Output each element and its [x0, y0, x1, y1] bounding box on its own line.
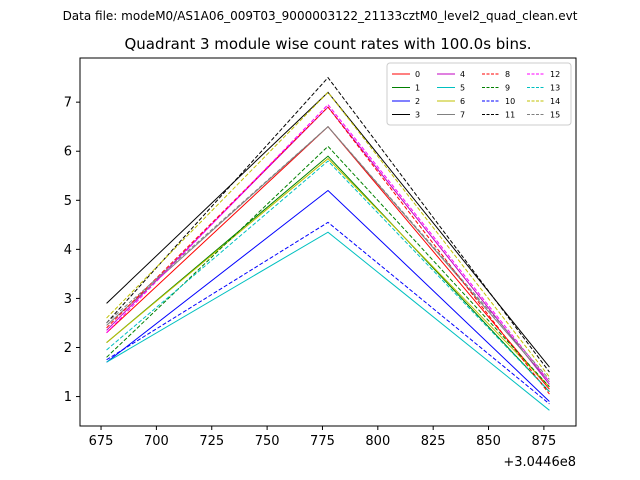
x-offset-label: +3.0446e8: [503, 455, 576, 470]
series-line-12: [106, 103, 550, 383]
chart-title: Quadrant 3 module wise count rates with …: [124, 35, 531, 53]
x-tick-label: 700: [144, 434, 169, 449]
series-line-3: [106, 91, 550, 368]
legend-label-9: 9: [505, 84, 510, 93]
series-line-11: [106, 76, 550, 373]
series-line-8: [106, 106, 550, 395]
x-tick-label: 725: [199, 434, 224, 449]
legend-label-3: 3: [415, 111, 420, 120]
legend-label-6: 6: [460, 97, 465, 106]
series-line-13: [106, 160, 550, 392]
legend-label-11: 11: [505, 111, 515, 120]
x-tick-label: 825: [421, 434, 446, 449]
series-line-1: [106, 155, 550, 392]
plot-frame: [79, 57, 577, 427]
y-tick-label: 1: [64, 390, 72, 405]
x-tick-label: 875: [531, 434, 556, 449]
y-tick-label: 4: [64, 243, 72, 258]
y-tick-label: 6: [64, 145, 72, 160]
legend-label-10: 10: [505, 97, 515, 106]
legend-label-4: 4: [460, 70, 465, 79]
legend-label-12: 12: [550, 70, 560, 79]
legend-label-8: 8: [505, 70, 510, 79]
x-axis: 675 700 725 750 775 800 825 850 875: [89, 426, 556, 449]
y-tick-label: 5: [64, 194, 72, 209]
series-line-15: [106, 125, 550, 380]
legend-frame: [386, 62, 572, 126]
legend-label-1: 1: [415, 84, 420, 93]
series-line-5: [106, 231, 550, 411]
series-layer: [106, 76, 550, 411]
y-tick-label: 3: [64, 292, 72, 307]
series-line-2: [106, 189, 550, 402]
x-tick-label: 775: [310, 434, 335, 449]
series-line-10: [106, 221, 550, 405]
series-line-14: [106, 91, 550, 378]
legend-label-13: 13: [550, 84, 560, 93]
x-tick-label: 750: [255, 434, 280, 449]
x-tick-label: 800: [365, 434, 390, 449]
series-line-9: [106, 145, 550, 388]
legend-label-14: 14: [550, 97, 560, 106]
legend-label-15: 15: [550, 111, 560, 120]
legend-label-0: 0: [415, 70, 420, 79]
x-tick-label: 850: [476, 434, 501, 449]
legend-label-7: 7: [460, 111, 465, 120]
series-line-6: [106, 157, 550, 388]
y-tick-label: 7: [64, 96, 72, 111]
y-axis: 1 2 3 4 5 6 7: [64, 96, 80, 405]
legend-label-2: 2: [415, 97, 420, 106]
x-tick-label: 675: [89, 434, 114, 449]
y-tick-label: 2: [64, 341, 72, 356]
legend-label-5: 5: [460, 84, 465, 93]
chart-suptitle: Data file: modeM0/AS1A06_009T03_90000031…: [63, 9, 578, 23]
